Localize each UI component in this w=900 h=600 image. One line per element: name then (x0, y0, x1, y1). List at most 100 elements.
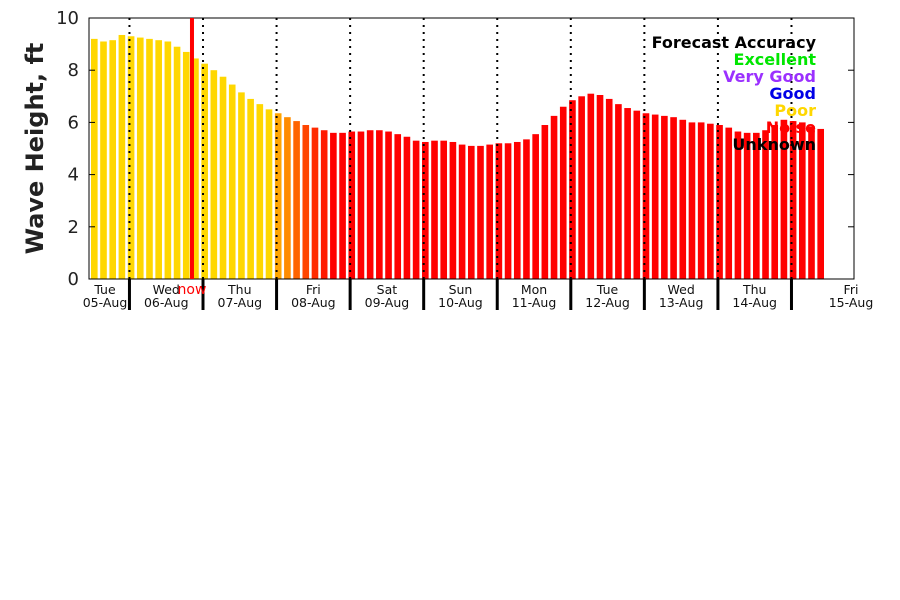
x-day-date: 12-Aug (585, 295, 630, 310)
legend-entry: Noise (766, 118, 816, 137)
wave-bar (477, 145, 484, 279)
x-day-date: 06-Aug (144, 295, 189, 310)
wave-bar (771, 125, 779, 279)
wave-bar (725, 127, 733, 280)
now-marker: now (178, 18, 207, 298)
legend-entry: Good (769, 84, 816, 103)
y-tick-label: 10 (56, 8, 79, 29)
x-day-name: Thu (227, 282, 251, 297)
x-day-name: Tue (93, 282, 116, 297)
now-label: now (178, 282, 207, 298)
legend-entry: Excellent (734, 50, 817, 69)
wave-bar (219, 76, 227, 279)
wave-bar (458, 144, 466, 279)
wave-bar (146, 38, 153, 279)
x-day-date: 05-Aug (83, 295, 128, 310)
y-axis: 0 2 4 6 8 10 (56, 8, 854, 290)
wave-bar (302, 125, 310, 279)
wave-bar (559, 106, 567, 280)
wave-bar (201, 63, 208, 280)
wave-bar (155, 40, 162, 279)
wave-bar (238, 92, 245, 279)
wave-bar (808, 126, 815, 279)
wave-bar (504, 143, 512, 279)
wave-bar (210, 70, 218, 279)
wave-bar (247, 98, 254, 279)
wave-bar (633, 110, 641, 279)
wave-bar (651, 114, 659, 279)
wave-bar (550, 115, 558, 280)
wave-bar (532, 134, 539, 279)
wave-bar (173, 46, 181, 280)
wave-bar (798, 122, 806, 280)
wave-bar (431, 140, 438, 279)
x-day-date: 09-Aug (365, 295, 410, 310)
legend-entry: Unknown (732, 135, 816, 154)
x-day-name: Sun (449, 282, 473, 297)
wave-bar (357, 131, 365, 279)
wave-bar (348, 131, 356, 279)
wave-bar (578, 96, 585, 279)
wave-bar (109, 40, 117, 279)
wave-bar (311, 127, 319, 280)
x-day-date: 07-Aug (218, 295, 263, 310)
wave-bar (688, 122, 696, 280)
wave-bar (642, 113, 650, 279)
wave-bar (615, 104, 622, 279)
bar-series (91, 34, 824, 280)
wave-bar (817, 128, 824, 279)
wave-bar (780, 119, 788, 279)
wave-bar (293, 121, 300, 279)
wave-bar (605, 98, 613, 279)
y-tick-label: 6 (68, 112, 79, 133)
wave-bar (412, 140, 420, 279)
x-day-date: 14-Aug (732, 295, 777, 310)
wave-bar (449, 141, 457, 279)
wave-bar (366, 130, 374, 279)
wave-bar (440, 140, 448, 279)
x-day-name: Fri (844, 282, 859, 297)
wave-bar (569, 100, 576, 279)
day-gridlines (128, 18, 793, 279)
wave-bar (118, 34, 126, 279)
wave-bar (339, 132, 346, 279)
wave-bar (541, 125, 549, 279)
legend-title: Forecast Accuracy (652, 33, 817, 52)
x-day-name: Tue (596, 282, 619, 297)
legend-entry: Very Good (723, 67, 816, 86)
plot-frame (88, 17, 855, 280)
wave-bar (284, 117, 291, 280)
wave-bar (679, 119, 687, 279)
wave-bar (716, 125, 723, 279)
wave-bar (274, 113, 282, 279)
wave-bar (523, 139, 530, 279)
x-day-name: Thu (742, 282, 766, 297)
wave-bar (734, 131, 742, 279)
y-tick-label: 0 (68, 269, 79, 290)
wave-bar (320, 130, 328, 279)
wave-bar (707, 123, 714, 280)
wave-bar (265, 109, 273, 279)
x-day-date: 13-Aug (659, 295, 704, 310)
y-tick-label: 4 (68, 165, 79, 186)
wave-bar (164, 41, 172, 279)
wave-bar (192, 58, 199, 280)
wave-bar (376, 130, 383, 279)
x-day-name: Sat (377, 282, 398, 297)
wave-bar (486, 144, 493, 279)
wave-bar (753, 132, 760, 279)
wave-bar (385, 131, 392, 279)
wave-bar (100, 41, 107, 279)
x-day-name: Fri (306, 282, 321, 297)
wave-bar (587, 93, 595, 279)
legend-entry: Poor (774, 101, 816, 120)
wave-bar (596, 95, 604, 279)
wave-bar (495, 143, 503, 279)
x-axis: Tue05-AugWed06-AugThu07-AugFri08-AugSat0… (83, 279, 874, 310)
wave-bar (670, 117, 677, 280)
x-day-date: 15-Aug (829, 295, 874, 310)
wave-bar (467, 145, 475, 279)
wave-bar (661, 115, 668, 280)
